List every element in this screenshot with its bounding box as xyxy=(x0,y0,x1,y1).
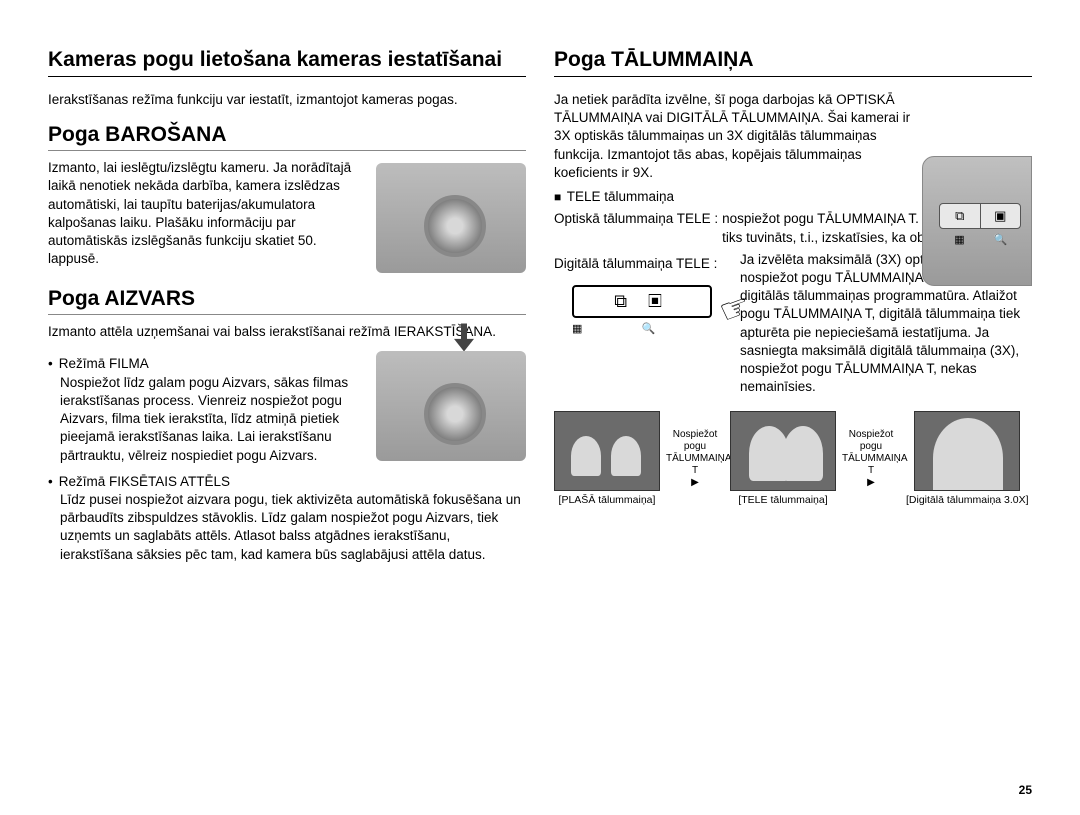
power-text: Izmanto, lai ieslēgtu/izslēgtu kameru. J… xyxy=(48,159,366,268)
thumb-arrow-2: Nospiežot pogu TĀLUMMAIŅA T ▶ xyxy=(842,411,900,489)
shutter-intro: Izmanto attēla uzņemšanai vai balss iera… xyxy=(48,323,526,341)
opt-label: Optiskā tālummaiņa TELE : xyxy=(554,210,718,246)
bullet-icon: • xyxy=(48,473,53,491)
still-label: Režīmā FIKSĒTAIS ATTĒLS xyxy=(59,473,230,491)
shutter-heading: Poga AIZVARS xyxy=(48,287,526,315)
filma-label: Režīmā FILMA xyxy=(59,355,149,373)
camera-image-shutter xyxy=(376,351,526,461)
right-column: Poga TĀLUMMAIŅA Ja netiek parādīta izvēl… xyxy=(554,48,1032,564)
camera-image-power xyxy=(376,163,526,273)
thumb-digital xyxy=(914,411,1020,491)
thumb-digital-caption: [Digitālā tālummaiņa 3.0X] xyxy=(906,494,1029,506)
zoom-w-sub-icon: ▦ xyxy=(939,233,980,246)
page-number: 25 xyxy=(1019,783,1032,797)
left-intro: Ierakstīšanas režīma funkciju var iestat… xyxy=(48,91,526,109)
bullet-icon: • xyxy=(48,355,53,373)
zoom-thumbnails: [PLAŠĀ tālummaiņa] Nospiežot pogu TĀLUMM… xyxy=(554,411,1032,506)
zoom-heading: Poga TĀLUMMAIŅA xyxy=(554,48,1032,77)
square-bullet-icon: ■ xyxy=(554,190,561,204)
thumb-wide xyxy=(554,411,660,491)
zoom-w-icon: ⧉ xyxy=(940,204,981,228)
thumb-tele-caption: [TELE tālummaiņa] xyxy=(738,494,827,506)
thumb-tele xyxy=(730,411,836,491)
dig-label: Digitālā tālummaiņa TELE : xyxy=(554,255,717,273)
main-heading-left: Kameras pogu lietošana kameras iestatīša… xyxy=(48,48,526,77)
left-column: Kameras pogu lietošana kameras iestatīša… xyxy=(48,48,526,564)
zoom-under-icons: ▦ 🔍 xyxy=(554,322,730,337)
zoom-button-diagram: ⧉ ▣ ☞ xyxy=(572,285,712,318)
power-heading: Poga BAROŠANA xyxy=(48,123,526,151)
tele-heading: TELE tālummaiņa xyxy=(567,189,674,204)
filma-block: • Režīmā FILMA Nospiežot līdz galam pogu… xyxy=(48,347,366,464)
camera-corner-image: ⧉ ▣ ▦ 🔍 xyxy=(922,156,1032,286)
thumb-wide-caption: [PLAŠĀ tālummaiņa] xyxy=(559,494,656,506)
zoom-t-icon: ▣ xyxy=(981,204,1021,228)
thumb-arrow-1: Nospiežot pogu TĀLUMMAIŅA T ▶ xyxy=(666,411,724,489)
still-text: Līdz pusei nospiežot aizvara pogu, tiek … xyxy=(48,491,526,564)
zoom-t-sub-icon: 🔍 xyxy=(980,233,1021,246)
filma-text: Nospiežot līdz galam pogu Aizvars, sākas… xyxy=(48,374,366,465)
still-block: • Režīmā FIKSĒTAIS ATTĒLS Līdz pusei nos… xyxy=(48,473,526,564)
